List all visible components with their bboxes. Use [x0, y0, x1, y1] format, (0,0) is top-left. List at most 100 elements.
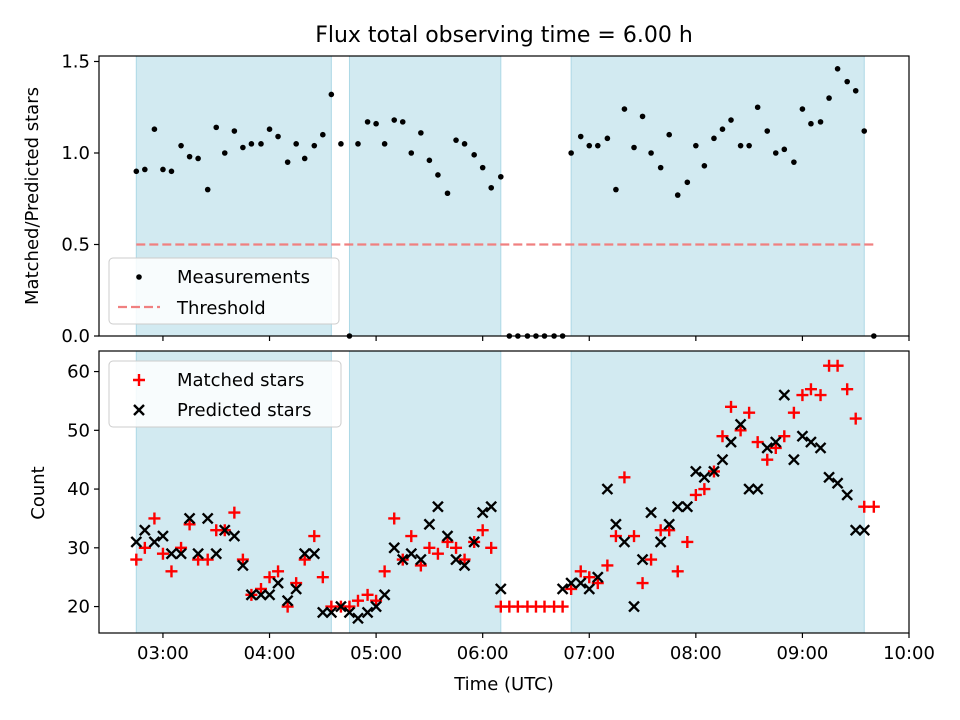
predicted-star-point [618, 536, 631, 548]
predicted-star-point [689, 465, 702, 478]
predicted-star-point [157, 530, 169, 542]
predicted-star-point [405, 547, 418, 560]
measurement-point [364, 119, 371, 125]
matched-star-point [148, 512, 161, 525]
matched-star-point [308, 530, 321, 543]
matched-star-point [388, 512, 401, 525]
matched-star-point [175, 541, 188, 554]
legend-measurements-label: Measurements [177, 267, 310, 288]
predicted-star-point [441, 530, 454, 542]
matched-star-point [236, 553, 249, 566]
top-y-tick-label: 1.0 [61, 143, 90, 164]
measurement-point [826, 95, 832, 101]
matched-star-point [867, 500, 880, 513]
measurement-point [328, 91, 335, 98]
x-tick-label: 07:00 [563, 643, 615, 664]
predicted-star-point [308, 547, 321, 560]
matched-star-point [565, 582, 578, 595]
predicted-star-point [751, 483, 764, 495]
predicted-star-point [237, 559, 249, 572]
measurement-point [248, 141, 255, 147]
x-tick-label: 08:00 [670, 643, 722, 664]
bottom-shaded-interval-3 [570, 350, 865, 634]
predicted-star-point [183, 512, 196, 525]
predicted-star-point [192, 547, 204, 560]
x-tick-label: 06:00 [457, 643, 509, 664]
predicted-star-point [485, 500, 498, 513]
measurement-point [781, 146, 788, 153]
predicted-star-point [565, 577, 577, 589]
predicted-star-point [228, 530, 241, 542]
measurement-point [471, 152, 477, 158]
top-measurements-layer [133, 66, 877, 339]
measurement-point [791, 159, 797, 165]
measurement-point [594, 142, 601, 149]
predicted-star-point [671, 500, 684, 513]
measurement-point [834, 66, 841, 72]
predicted-star-point [698, 471, 711, 484]
measurement-point [613, 186, 619, 193]
matched-star-point [681, 535, 694, 548]
predicted-star-point [450, 553, 462, 566]
bottom-axes-frame [98, 350, 910, 634]
top-panel: 0.0 0.5 1.0 1.5 Matched/Predicted stars Mea… [22, 51, 910, 347]
measurement-point [418, 130, 424, 136]
legend-predicted-marker [133, 404, 145, 416]
matched-star-point [414, 559, 427, 572]
top-shaded-interval-2 [348, 55, 502, 337]
predicted-star-point [796, 430, 809, 443]
measurement-point [764, 128, 771, 134]
measurement-point [799, 106, 806, 112]
matched-star-point [725, 400, 738, 413]
matched-star-point [476, 524, 489, 537]
measurement-point [320, 131, 326, 138]
measurement-point [693, 142, 699, 149]
matched-star-point [272, 565, 285, 578]
matched-star-point [450, 541, 463, 554]
measurement-point [604, 135, 611, 142]
predicted-star-point [138, 524, 151, 537]
measurement-point [754, 104, 761, 111]
predicted-star-point [476, 506, 489, 519]
measurement-point [373, 120, 379, 127]
measurement-point [221, 150, 228, 156]
top-y-tick-label: 0.5 [61, 234, 90, 255]
predicted-star-point [788, 453, 800, 466]
top-shaded-interval-3 [570, 55, 865, 337]
matched-star-point [814, 389, 827, 402]
bottom-x-ticks: 03:00 04:00 05:00 06:00 07:00 08:00 09:00 10:00 [137, 633, 935, 664]
predicted-star-point [325, 606, 338, 619]
predicted-star-point [343, 606, 356, 619]
matched-star-point [841, 383, 854, 396]
matched-star-point [228, 506, 241, 519]
matched-star-point [423, 541, 436, 554]
bottom-y-tick-label: 60 [67, 362, 90, 383]
measurement-point [817, 119, 824, 125]
predicted-star-point [654, 536, 667, 548]
measurement-point [772, 150, 779, 156]
measurement-point [178, 142, 184, 149]
predicted-star-point [778, 389, 791, 401]
predicted-star-point [255, 588, 267, 601]
matched-star-point [316, 571, 329, 584]
predicted-star-point [423, 518, 436, 531]
predicted-star-point [858, 524, 871, 537]
predicted-star-point [218, 524, 231, 537]
predicted-star-point [468, 536, 481, 548]
predicted-star-point [769, 436, 782, 448]
predicted-star-point [556, 583, 569, 595]
measurement-point [746, 142, 752, 149]
matched-star-point [769, 441, 782, 454]
predicted-star-point [716, 453, 729, 466]
measurement-point [301, 155, 308, 162]
matched-star-point [574, 565, 587, 578]
measurement-point [186, 153, 193, 160]
predicted-star-point [574, 577, 587, 589]
predicted-star-point [148, 536, 161, 548]
measurement-point [719, 126, 726, 133]
matched-star-point [441, 535, 454, 548]
measurement-point [435, 172, 441, 178]
measurement-point [852, 87, 859, 94]
matched-star-point [165, 565, 178, 578]
matched-star-point [298, 553, 311, 566]
